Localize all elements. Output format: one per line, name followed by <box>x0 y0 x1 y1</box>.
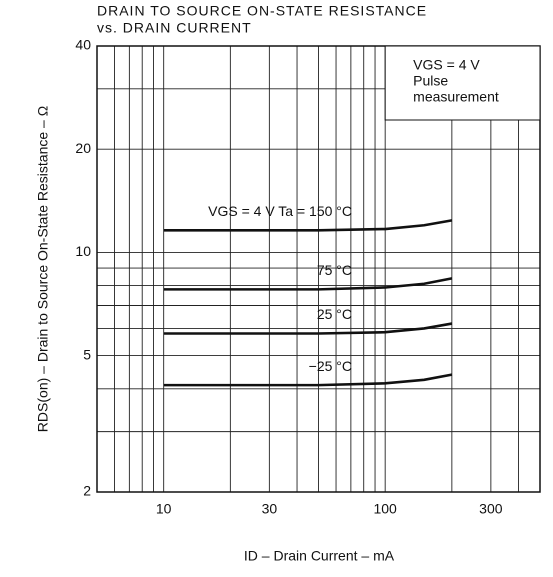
y-tick-label: 2 <box>83 483 91 499</box>
x-tick-label: 300 <box>479 501 503 517</box>
x-tick-label: 10 <box>156 501 172 517</box>
y-tick-label: 10 <box>75 243 91 259</box>
line-series <box>163 373 453 387</box>
plot-frame <box>96 45 541 493</box>
x-axis-label: ID – Drain Current – mA <box>244 548 395 564</box>
line-series <box>163 322 453 335</box>
series-label: 75 °C <box>317 262 352 278</box>
y-tick-label: 40 <box>75 37 91 53</box>
series-label: VGS = 4 V Ta = 150 °C <box>208 203 352 219</box>
y-axis-label: RDS(on) – Drain to Source On-State Resis… <box>35 106 51 432</box>
line-series <box>163 219 453 232</box>
chart-subtitle: vs. DRAIN CURRENT <box>97 20 252 36</box>
line-series <box>163 277 453 291</box>
annotation-box <box>384 45 541 121</box>
annotation: measurement <box>413 89 499 105</box>
y-tick-label: 20 <box>75 140 91 156</box>
annotation: Pulse <box>413 73 448 89</box>
x-tick-label: 30 <box>262 501 278 517</box>
annotation: VGS = 4 V <box>413 57 480 73</box>
y-tick-label: 5 <box>83 346 91 362</box>
series-label: 25 °C <box>317 306 352 322</box>
chart-title: DRAIN TO SOURCE ON-STATE RESISTANCE <box>97 3 427 19</box>
series-label: −25 °C <box>309 358 352 374</box>
x-tick-label: 100 <box>373 501 397 517</box>
